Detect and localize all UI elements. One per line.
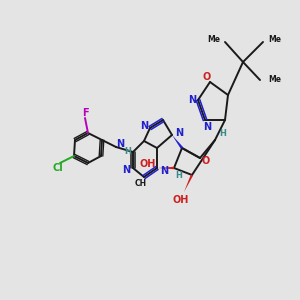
Text: N: N: [203, 122, 211, 132]
Text: H: H: [124, 148, 131, 157]
Text: O: O: [203, 72, 211, 82]
Text: N: N: [122, 165, 130, 175]
Text: OH: OH: [140, 159, 156, 169]
Text: Me: Me: [268, 76, 281, 85]
Polygon shape: [172, 135, 183, 149]
Text: H: H: [220, 130, 226, 139]
Polygon shape: [158, 167, 174, 169]
Text: N: N: [188, 95, 196, 105]
Text: N: N: [116, 139, 124, 149]
Text: CH: CH: [135, 179, 147, 188]
Text: Me: Me: [268, 34, 281, 43]
Text: N: N: [175, 128, 183, 138]
Text: Me: Me: [207, 34, 220, 43]
Text: N: N: [160, 166, 168, 176]
Polygon shape: [184, 175, 193, 192]
Text: O: O: [202, 156, 210, 166]
Text: OH: OH: [173, 195, 189, 205]
Text: N: N: [140, 121, 148, 131]
Text: H: H: [176, 172, 182, 181]
Text: F: F: [82, 108, 88, 118]
Text: Cl: Cl: [52, 163, 63, 173]
